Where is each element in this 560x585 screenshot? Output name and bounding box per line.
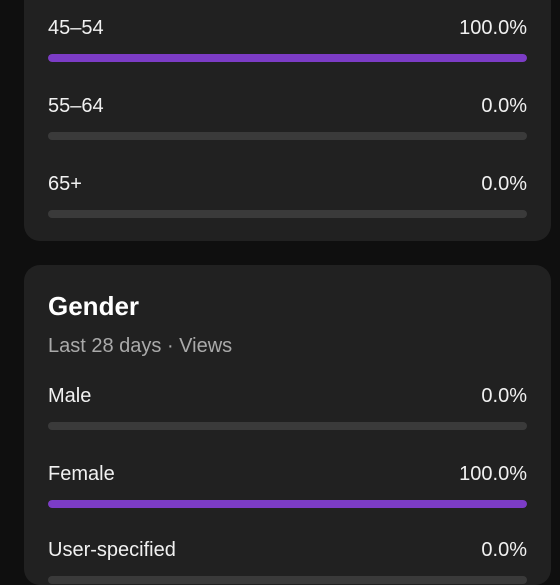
gender-row-label: Female [48,463,115,485]
age-bar-track [48,54,527,62]
age-bar-fill [48,54,527,62]
gender-bar-track [48,576,527,584]
gender-row-user-specified: User-specified 0.0% [48,538,527,584]
gender-row-value: 0.0% [481,539,527,561]
age-row-label: 55–64 [48,95,104,117]
age-row-value: 100.0% [459,17,527,39]
age-row-value: 0.0% [481,95,527,117]
gender-bar-track [48,500,527,508]
age-row-label: 65+ [48,173,82,195]
age-bar-track [48,132,527,140]
gender-row-male: Male 0.0% [48,384,527,430]
gender-row-female: Female 100.0% [48,462,527,508]
gender-card: Gender Last 28 days · Views Male 0.0% Fe… [24,265,551,585]
gender-row-label: User-specified [48,539,176,561]
gender-bar-fill [48,500,527,508]
age-card: 45–54 100.0% 55–64 0.0% 65+ 0.0% [24,0,551,241]
gender-row-value: 100.0% [459,463,527,485]
gender-card-subtitle: Last 28 days · Views [48,335,233,357]
gender-card-title: Gender [48,291,140,321]
age-bar-track [48,210,527,218]
gender-bar-track [48,422,527,430]
age-row-55-64: 55–64 0.0% [48,94,527,140]
age-row-label: 45–54 [48,17,104,39]
gender-row-value: 0.0% [481,385,527,407]
gender-row-label: Male [48,385,92,407]
age-row-value: 0.0% [481,173,527,195]
age-row-45-54: 45–54 100.0% [48,16,527,62]
age-row-65-plus: 65+ 0.0% [48,172,527,218]
